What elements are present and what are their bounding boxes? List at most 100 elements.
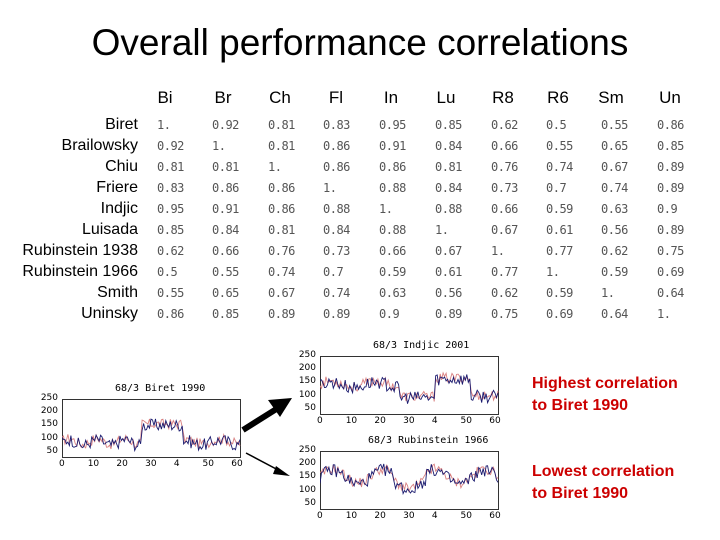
plot-title: 68/3 Biret 1990: [115, 383, 206, 394]
matrix-cell: 0.77: [546, 244, 573, 258]
matrix-cell: 0.63: [379, 286, 406, 300]
matrix-cell: 0.59: [546, 286, 573, 300]
slide-title: Overall performance correlations: [91, 22, 629, 63]
matrix-cell: 0.83: [157, 181, 184, 195]
matrix-cell: 0.88: [379, 181, 406, 195]
matrix-cell: 0.81: [268, 223, 295, 237]
matrix-cell: 0.9: [379, 307, 400, 321]
matrix-cell: 0.62: [491, 286, 518, 300]
x-tick-label: 50: [460, 511, 472, 521]
matrix-cell: 0.89: [435, 307, 462, 321]
matrix-cell: 0.74: [268, 265, 295, 279]
plot-title: 68/3 Rubinstein 1966: [368, 435, 489, 446]
matrix-cell: 0.64: [601, 307, 628, 321]
row-label: Smith: [97, 284, 138, 301]
matrix-cell: 0.84: [212, 223, 239, 237]
matrix-cell: 0.63: [601, 202, 628, 216]
annotation-lowest-line1: Lowest correlation: [532, 463, 675, 480]
matrix-cell: 1.: [601, 286, 615, 300]
plot-area: [62, 399, 241, 458]
y-tick-label: 200: [298, 458, 316, 469]
matrix-cell: 1.: [435, 223, 449, 237]
matrix-cell: 1.: [157, 118, 171, 132]
annotation-highest: Highest correlation to Biret 1990: [532, 373, 678, 417]
column-header: R6: [547, 88, 569, 107]
matrix-cell: 0.75: [491, 307, 518, 321]
row-label: Rubinstein 1938: [22, 242, 138, 259]
matrix-cell: 0.67: [268, 286, 295, 300]
matrix-cell: 0.61: [435, 265, 462, 279]
matrix-cell: 0.85: [212, 307, 239, 321]
annotation-highest-line2: to Biret 1990: [532, 397, 629, 414]
matrix-cell: 0.5: [157, 265, 178, 279]
matrix-cell: 0.88: [323, 202, 350, 216]
matrix-cell: 0.73: [491, 181, 518, 195]
matrix-cell: 0.91: [212, 202, 239, 216]
matrix-cell: 0.5: [546, 118, 567, 132]
matrix-cell: 0.65: [212, 286, 239, 300]
matrix-cell: 0.81: [212, 160, 239, 174]
matrix-cell: 0.86: [323, 160, 350, 174]
column-header: Fl: [328, 88, 344, 107]
matrix-cell: 0.59: [379, 265, 406, 279]
y-tick-label: 250: [298, 350, 316, 360]
x-tick-label: 50: [460, 416, 472, 426]
matrix-cell: 0.86: [379, 160, 406, 174]
y-tick-label: 150: [298, 376, 316, 387]
x-tick-label: 0: [317, 416, 323, 426]
y-tick-label: 200: [40, 406, 58, 417]
annotation-highest-line1: Highest correlation: [532, 375, 678, 392]
y-tick-label: 50: [304, 497, 316, 508]
matrix-cell: 0.74: [323, 286, 350, 300]
matrix-cell: 0.88: [379, 223, 406, 237]
matrix-cell: 0.9: [657, 202, 678, 216]
column-header: Br: [214, 88, 232, 107]
plot-biret-1990: 68/3 Biret 1990 250 200 150 100 50 0 10 20 30 4 50…: [30, 383, 245, 473]
matrix-cell: 0.76: [491, 160, 518, 174]
row-label: Luisada: [81, 221, 138, 238]
row-label: Rubinstein 1966: [22, 263, 138, 280]
series-secondary-line: [320, 463, 499, 493]
matrix-cell: 0.55: [546, 139, 573, 153]
plot-indjic-2001: 68/3 Indjic 2001 250 200 150 100 50 0 10 20 30 4 5…: [288, 340, 503, 430]
annotation-lowest: Lowest correlation to Biret 1990: [532, 461, 674, 505]
series-primary-line: [62, 418, 241, 453]
matrix-cell: 0.83: [323, 118, 350, 132]
matrix-cell: 1.: [491, 244, 505, 258]
x-tick-label: 10: [87, 459, 100, 469]
y-tick-label: 200: [298, 363, 316, 374]
matrix-cell: 0.56: [435, 286, 462, 300]
matrix-cell: 0.86: [268, 202, 295, 216]
matrix-cell: 0.66: [212, 244, 239, 258]
y-tick-label: 250: [298, 445, 316, 455]
plot-area: [320, 451, 499, 510]
matrix-cell: 0.89: [268, 307, 295, 321]
matrix-cell: 0.67: [491, 223, 518, 237]
thick-arrow-line: [241, 405, 280, 433]
x-tick-label: 20: [374, 416, 386, 426]
matrix-cell: 0.91: [379, 139, 406, 153]
matrix-cell: 0.75: [657, 244, 684, 258]
x-tick-label: 60: [489, 416, 501, 426]
matrix-cell: 0.74: [601, 181, 628, 195]
matrix-cell: 0.77: [491, 265, 518, 279]
matrix-cell: 0.81: [157, 160, 184, 174]
y-tick-label: 50: [304, 402, 316, 413]
matrix-cell: 0.66: [379, 244, 406, 258]
y-tick-label: 100: [40, 432, 58, 443]
matrix-cell: 0.69: [657, 265, 684, 279]
x-tick-label: 30: [403, 511, 415, 521]
matrix-cell: 0.89: [323, 307, 350, 321]
y-tick-label: 100: [298, 484, 316, 495]
matrix-cell: 0.85: [435, 118, 462, 132]
row-label: Friere: [96, 179, 138, 196]
matrix-cell: 0.89: [657, 160, 684, 174]
matrix-cell: 1.: [546, 265, 560, 279]
x-tick-label: 20: [116, 459, 128, 469]
matrix-cell: 0.84: [323, 223, 350, 237]
matrix-cell: 0.74: [546, 160, 573, 174]
matrix-cell: 0.55: [601, 118, 628, 132]
matrix-cell: 0.81: [268, 118, 295, 132]
x-tick-label: 10: [345, 511, 358, 521]
matrix-cell: 0.59: [601, 265, 628, 279]
